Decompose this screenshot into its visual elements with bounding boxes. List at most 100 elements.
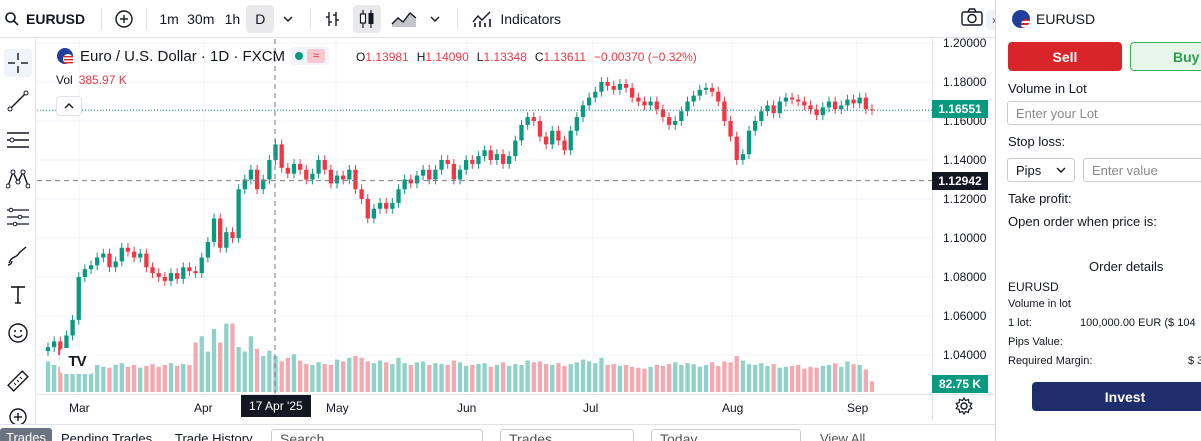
interval-1h-button[interactable]: 1h	[224, 10, 241, 27]
candle-body	[322, 160, 327, 170]
candles-style-button[interactable]	[353, 4, 382, 33]
candle-body	[279, 144, 284, 168]
details-symbol: EURUSD	[1008, 280, 1059, 294]
candle-body	[384, 202, 389, 209]
volume-bar	[218, 342, 223, 392]
tab-trade-history[interactable]: Trade History	[175, 431, 253, 441]
interval-1m-button[interactable]: 1m	[159, 10, 179, 27]
stoploss-input[interactable]: Enter value	[1083, 158, 1201, 182]
price-chart[interactable]	[37, 39, 932, 394]
emoji-tool[interactable]	[4, 319, 32, 347]
candle-body	[107, 253, 112, 268]
interval-dropdown-button[interactable]	[274, 5, 302, 33]
view-all-link[interactable]: View All	[820, 431, 866, 441]
candle-body	[507, 156, 512, 164]
stoploss-unit-select[interactable]: Pips	[1007, 158, 1075, 182]
pattern-tool[interactable]	[4, 165, 32, 193]
market-status-pill[interactable]: ≈	[291, 47, 330, 65]
volume-bar	[150, 364, 155, 392]
volume-bar	[267, 350, 272, 392]
candle-body	[673, 121, 678, 125]
price-tick-label: 1.04000	[943, 348, 987, 362]
time-tick-label: Aug	[722, 401, 744, 415]
crosshair-icon	[8, 53, 28, 73]
fib-tool[interactable]	[4, 203, 32, 231]
candle-body	[211, 218, 217, 242]
candle-body	[863, 97, 869, 110]
candle-body	[783, 97, 789, 102]
volume-bar	[261, 356, 266, 392]
candle-body	[537, 121, 543, 137]
date-filter-select[interactable]: Today	[651, 429, 801, 441]
details-volume: Volume in lot	[1008, 298, 1071, 310]
price-axis[interactable]: 1.20000 1.18000 1.16000 1.14000 1.12000 1.100…	[932, 36, 994, 394]
text-tool[interactable]	[4, 281, 32, 309]
divider	[101, 7, 103, 30]
volume-bar	[224, 323, 229, 392]
crosshair-tool[interactable]	[4, 49, 32, 77]
collapse-legend-button[interactable]	[56, 96, 82, 116]
volume-bar	[537, 361, 543, 392]
brush-tool[interactable]	[4, 242, 32, 270]
volume-bar	[869, 381, 875, 392]
candle-body	[642, 101, 647, 106]
candle-body	[568, 130, 573, 151]
volume-bar	[291, 354, 297, 392]
volume-bar	[728, 362, 733, 392]
volume-bar	[45, 361, 51, 392]
tradingview-logo[interactable]: TV	[60, 348, 94, 374]
horizontal-lines-tool[interactable]	[4, 126, 32, 154]
interval-d-button[interactable]: D	[246, 4, 275, 33]
lot-input[interactable]: Enter your Lot	[1007, 101, 1201, 125]
area-style-button[interactable]	[387, 5, 421, 33]
volume-bar	[808, 366, 813, 392]
interval-30m-button[interactable]: 30m	[187, 10, 215, 27]
candle-body	[273, 144, 278, 160]
volume-bar	[353, 356, 358, 392]
screenshot-button[interactable]	[960, 6, 984, 33]
indicators-button[interactable]: Indicators	[466, 10, 567, 28]
sell-button[interactable]: Sell	[1008, 42, 1122, 71]
tab-pending-trades[interactable]: Pending Trades	[61, 431, 153, 441]
trades-search-input[interactable]: Search	[271, 429, 483, 441]
add-symbol-button[interactable]	[110, 5, 138, 33]
volume-bar	[162, 365, 167, 392]
volume-bar	[599, 357, 604, 392]
trendline-tool[interactable]	[4, 87, 32, 115]
high-value: 1.14090	[425, 50, 469, 64]
buy-button[interactable]: Buy	[1130, 42, 1201, 71]
candles-icon	[360, 9, 374, 28]
candle-body	[513, 140, 518, 157]
candle-body	[728, 121, 733, 137]
volume-bar	[685, 363, 690, 392]
ruler-tool[interactable]	[4, 367, 32, 395]
volume-bar	[95, 365, 100, 392]
chart-settings-button[interactable]	[955, 396, 973, 420]
volume-bar	[463, 365, 469, 392]
chart-style-dropdown[interactable]	[421, 5, 449, 33]
tab-trades[interactable]: Trades	[0, 428, 52, 441]
volume-bar	[297, 360, 303, 392]
volume-bar	[101, 366, 106, 392]
symbol-search[interactable]: EURUSD	[0, 0, 93, 37]
volume-bar	[500, 362, 506, 392]
candle-body	[261, 179, 266, 190]
invest-button[interactable]: Invest	[1032, 382, 1201, 411]
order-panel: EURUSD Sell Buy Volume in Lot Enter your…	[995, 0, 1201, 441]
candle-body	[525, 117, 530, 125]
trades-filter-select[interactable]: Trades	[500, 429, 634, 441]
bars-style-button[interactable]	[319, 5, 347, 33]
volume-bar	[359, 357, 364, 392]
candle-body	[789, 97, 795, 100]
volume-bar	[494, 365, 500, 392]
volume-bar	[279, 361, 284, 392]
time-axis[interactable]: Mar Apr May Jun Jul Aug Sep 17 Apr '25	[37, 394, 932, 420]
candle-body	[316, 160, 321, 174]
candle-body	[113, 261, 118, 268]
volume-bar	[771, 364, 776, 392]
volume-bar	[254, 348, 260, 392]
candle-body	[131, 251, 137, 258]
volume-bar	[679, 365, 684, 392]
candle-body	[543, 136, 549, 145]
candle-body	[703, 87, 709, 90]
